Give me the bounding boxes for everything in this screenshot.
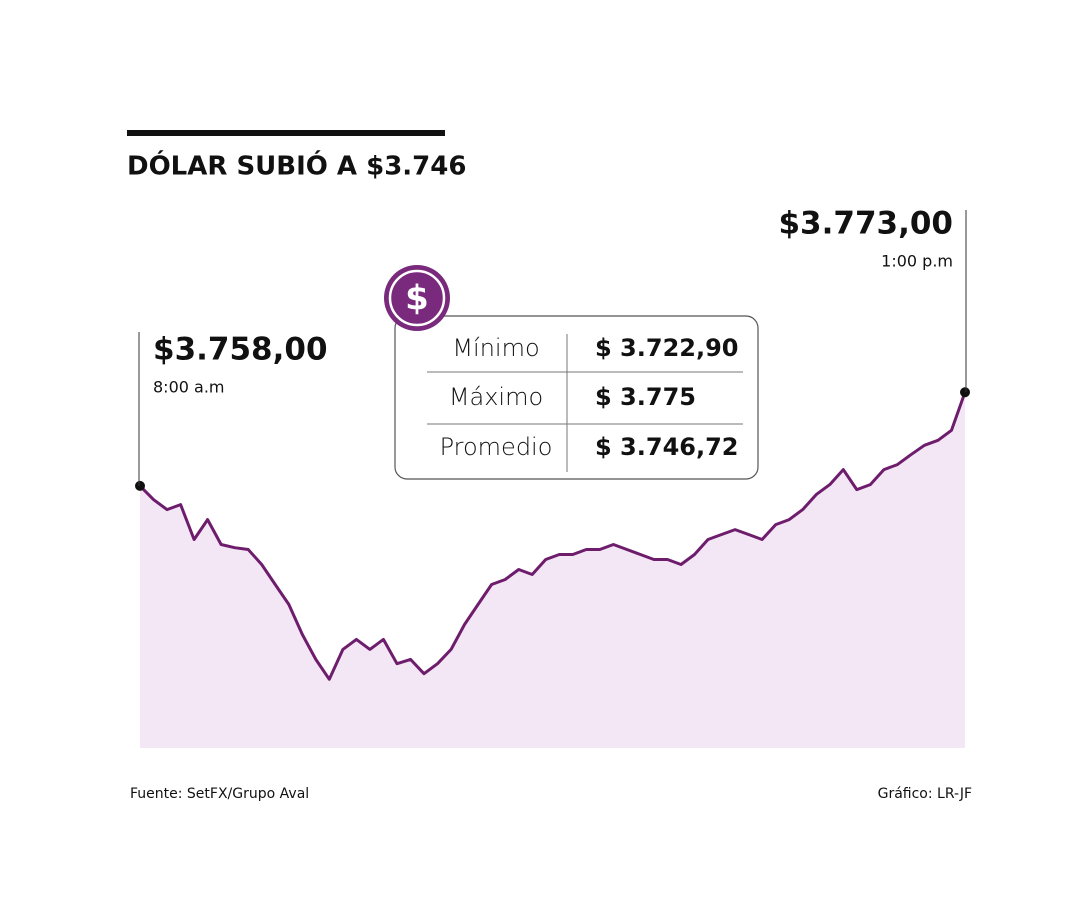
line (138, 391, 967, 681)
stats-box (394, 315, 759, 480)
icon-ring (388, 269, 446, 327)
stat-label: Promedio (440, 433, 553, 461)
area (140, 392, 965, 748)
end-value: $3.773,00 (778, 206, 953, 242)
chart-title: DÓLAR SUBIÓ A $3.746 (127, 150, 466, 182)
end-point (960, 387, 970, 398)
end-point (135, 480, 145, 491)
source: Fuente: SetFX/Grupo Aval (130, 786, 309, 802)
stat-value: $ 3.746,72 (595, 433, 738, 461)
credit: Gráfico: LR-JF (878, 786, 972, 802)
start-time: 8:00 a.m (153, 378, 225, 397)
stat-value: $ 3.722,90 (595, 334, 738, 362)
stat-label: Mínimo (452, 334, 539, 362)
stat-value: $ 3.775 (595, 383, 696, 411)
title-bar (127, 130, 445, 136)
end-time: 1:00 p.m (881, 252, 953, 271)
stat-label: Máximo (449, 383, 543, 411)
plot (135, 387, 970, 748)
icon-symbol: $ (405, 279, 429, 319)
icon-circle (384, 265, 450, 331)
start-value: $3.758,00 (153, 332, 328, 368)
